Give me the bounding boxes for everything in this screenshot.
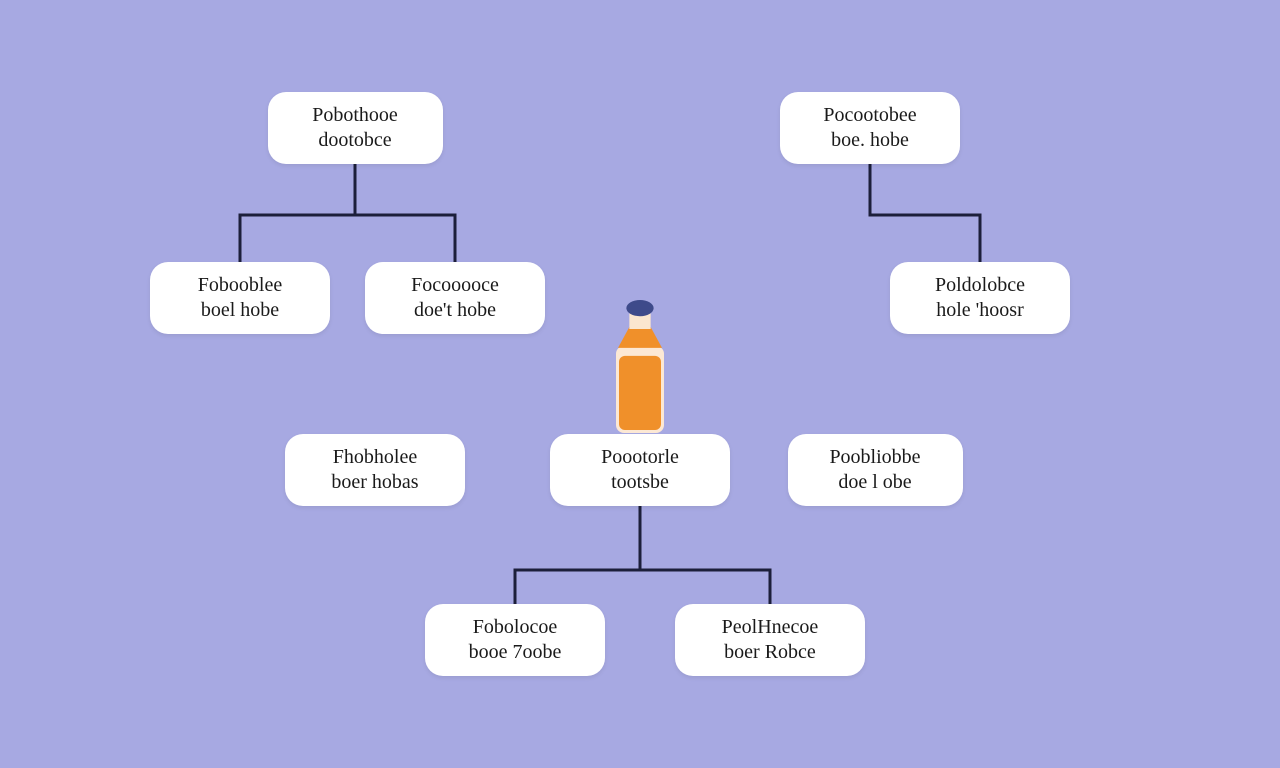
node-text-line1: Pobothooe bbox=[312, 103, 398, 128]
node-text-line2: dootobce bbox=[318, 128, 391, 153]
flow-node: Fobolocoebooe 7oobe bbox=[425, 604, 605, 676]
flow-node: Poldolobcehole 'hoosr bbox=[890, 262, 1070, 334]
node-text-line2: boer hobas bbox=[331, 470, 418, 495]
node-text-line1: PeolHnecoe bbox=[722, 615, 819, 640]
node-text-line2: booe 7oobe bbox=[469, 640, 562, 665]
node-text-line2: tootsbe bbox=[611, 470, 669, 495]
flow-node: PeolHnecoeboer Robce bbox=[675, 604, 865, 676]
node-text-line2: boe. hobe bbox=[831, 128, 909, 153]
flow-node: Poobliobbedoe l obe bbox=[788, 434, 963, 506]
node-text-line2: boel hobe bbox=[201, 298, 279, 323]
flow-node: Fhobholeeboer hobas bbox=[285, 434, 465, 506]
node-text-line2: hole 'hoosr bbox=[936, 298, 1023, 323]
node-text-line1: Fhobholee bbox=[333, 445, 417, 470]
node-text-line2: doe l obe bbox=[838, 470, 911, 495]
flow-node: Poootorletootsbe bbox=[550, 434, 730, 506]
node-text-line1: Poootorle bbox=[601, 445, 679, 470]
node-text-line1: Focooooce bbox=[411, 273, 499, 298]
flow-node: Foboobleeboel hobe bbox=[150, 262, 330, 334]
node-text-line2: boer Robce bbox=[724, 640, 816, 665]
bottle-icon bbox=[612, 300, 668, 435]
node-text-line1: Pocootobee bbox=[823, 103, 916, 128]
node-text-line1: Poobliobbe bbox=[829, 445, 920, 470]
flow-node: Pocootobeeboe. hobe bbox=[780, 92, 960, 164]
flow-node: Pobothooedootobce bbox=[268, 92, 443, 164]
flow-node: Focoooocedoe't hobe bbox=[365, 262, 545, 334]
node-text-line1: Fobolocoe bbox=[473, 615, 557, 640]
node-text-line1: Fobooblee bbox=[198, 273, 282, 298]
edge-layer bbox=[0, 0, 1280, 768]
node-text-line1: Poldolobce bbox=[935, 273, 1025, 298]
diagram-canvas: Pobothooedootobce Foboobleeboel hobe Focoo… bbox=[0, 0, 1280, 768]
node-text-line2: doe't hobe bbox=[414, 298, 496, 323]
